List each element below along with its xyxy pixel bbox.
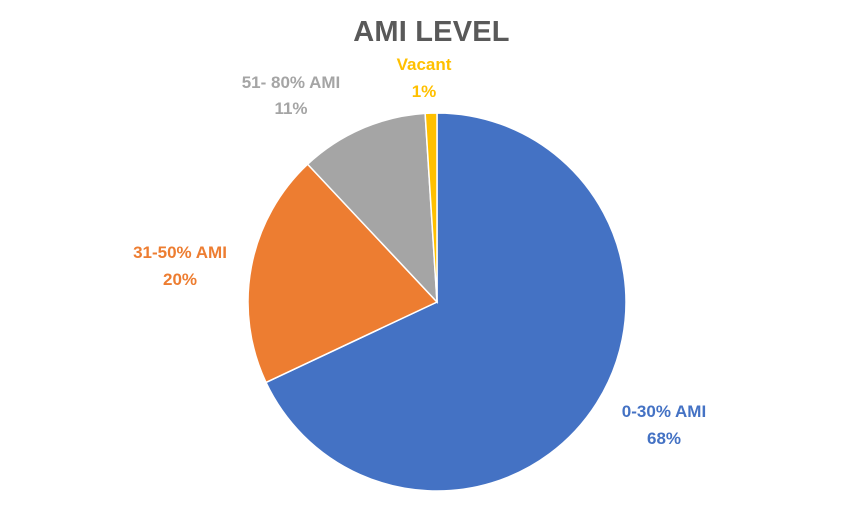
slice-percent-label: 20% xyxy=(163,270,197,289)
slice-labels: 0-30% AMI 68% 31-50% AMI 20% 51- 80% AMI 11% V… xyxy=(133,55,706,448)
pie-slice-3 xyxy=(306,112,438,305)
slice-category-label: 51- 80% AMI xyxy=(242,73,341,92)
slice-percent-label: 68% xyxy=(647,429,681,448)
slice-percent-label: 1% xyxy=(412,82,437,101)
pie-slice-4 xyxy=(424,112,438,303)
pie-slice-1 xyxy=(264,112,627,492)
slice-category-label: Vacant xyxy=(397,55,452,74)
slice-percent-label: 11% xyxy=(274,99,307,118)
pie-slice-2 xyxy=(247,163,439,384)
pie-slices xyxy=(247,112,627,492)
slice-category-label: 0-30% AMI xyxy=(622,402,706,421)
slice-category-label: 31-50% AMI xyxy=(133,243,227,262)
chart-title: AMI LEVEL xyxy=(353,16,510,48)
